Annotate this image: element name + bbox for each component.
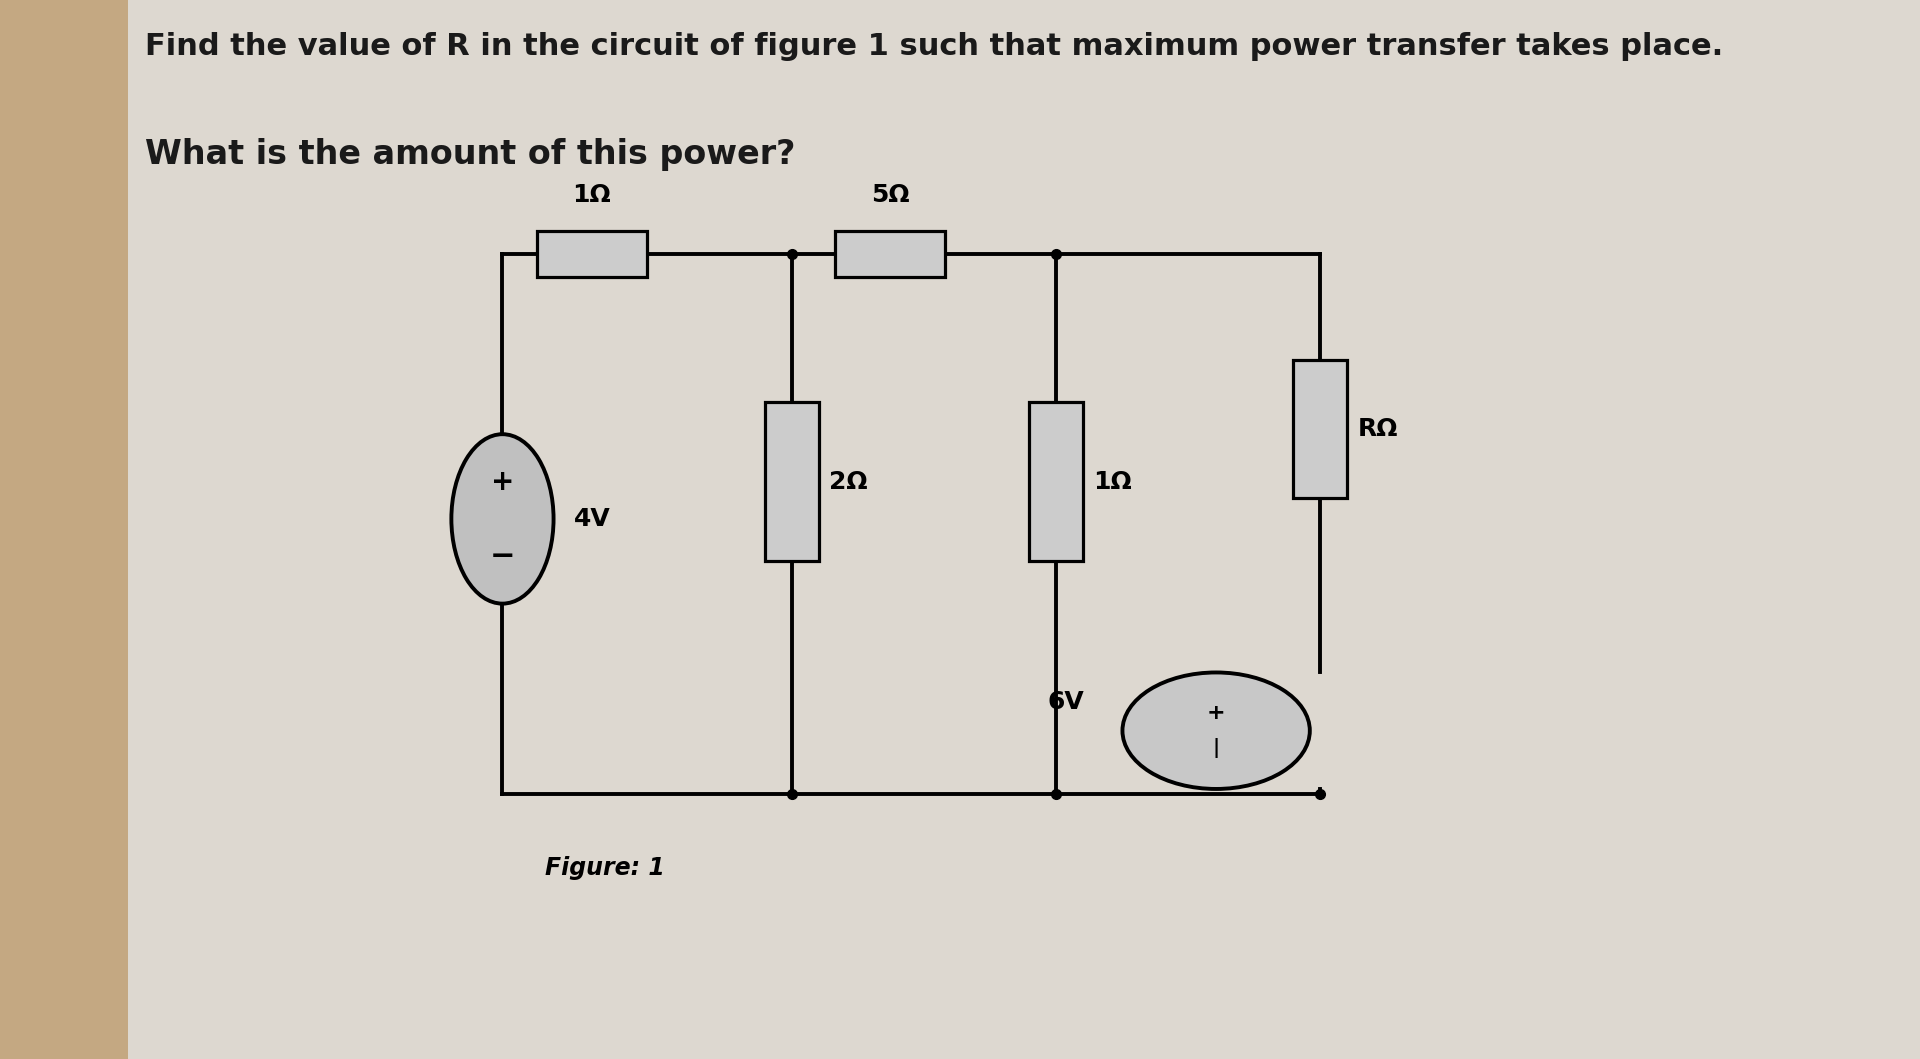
Ellipse shape: [451, 434, 553, 604]
Text: 6V: 6V: [1048, 689, 1085, 714]
Text: Figure: 1: Figure: 1: [545, 857, 664, 880]
Bar: [536, 231, 647, 277]
Text: 1Ω: 1Ω: [572, 182, 611, 207]
Bar: [835, 231, 945, 277]
Text: +: +: [492, 468, 515, 496]
Text: Find the value of R in the circuit of figure 1 such that maximum power transfer : Find the value of R in the circuit of fi…: [144, 32, 1722, 60]
Text: 4V: 4V: [574, 507, 611, 531]
Text: RΩ: RΩ: [1357, 417, 1398, 441]
Text: 1Ω: 1Ω: [1094, 470, 1133, 493]
Text: |: |: [1213, 738, 1219, 758]
Bar: [1292, 360, 1348, 498]
Text: −: −: [490, 542, 515, 571]
Polygon shape: [0, 0, 129, 1059]
Bar: [764, 402, 820, 561]
Text: What is the amount of this power?: What is the amount of this power?: [144, 138, 795, 170]
Text: +: +: [1208, 703, 1225, 723]
Polygon shape: [129, 0, 1703, 1059]
Text: 5Ω: 5Ω: [870, 182, 910, 207]
Text: 2Ω: 2Ω: [829, 470, 868, 493]
Bar: [1029, 402, 1083, 561]
Circle shape: [1123, 672, 1309, 789]
